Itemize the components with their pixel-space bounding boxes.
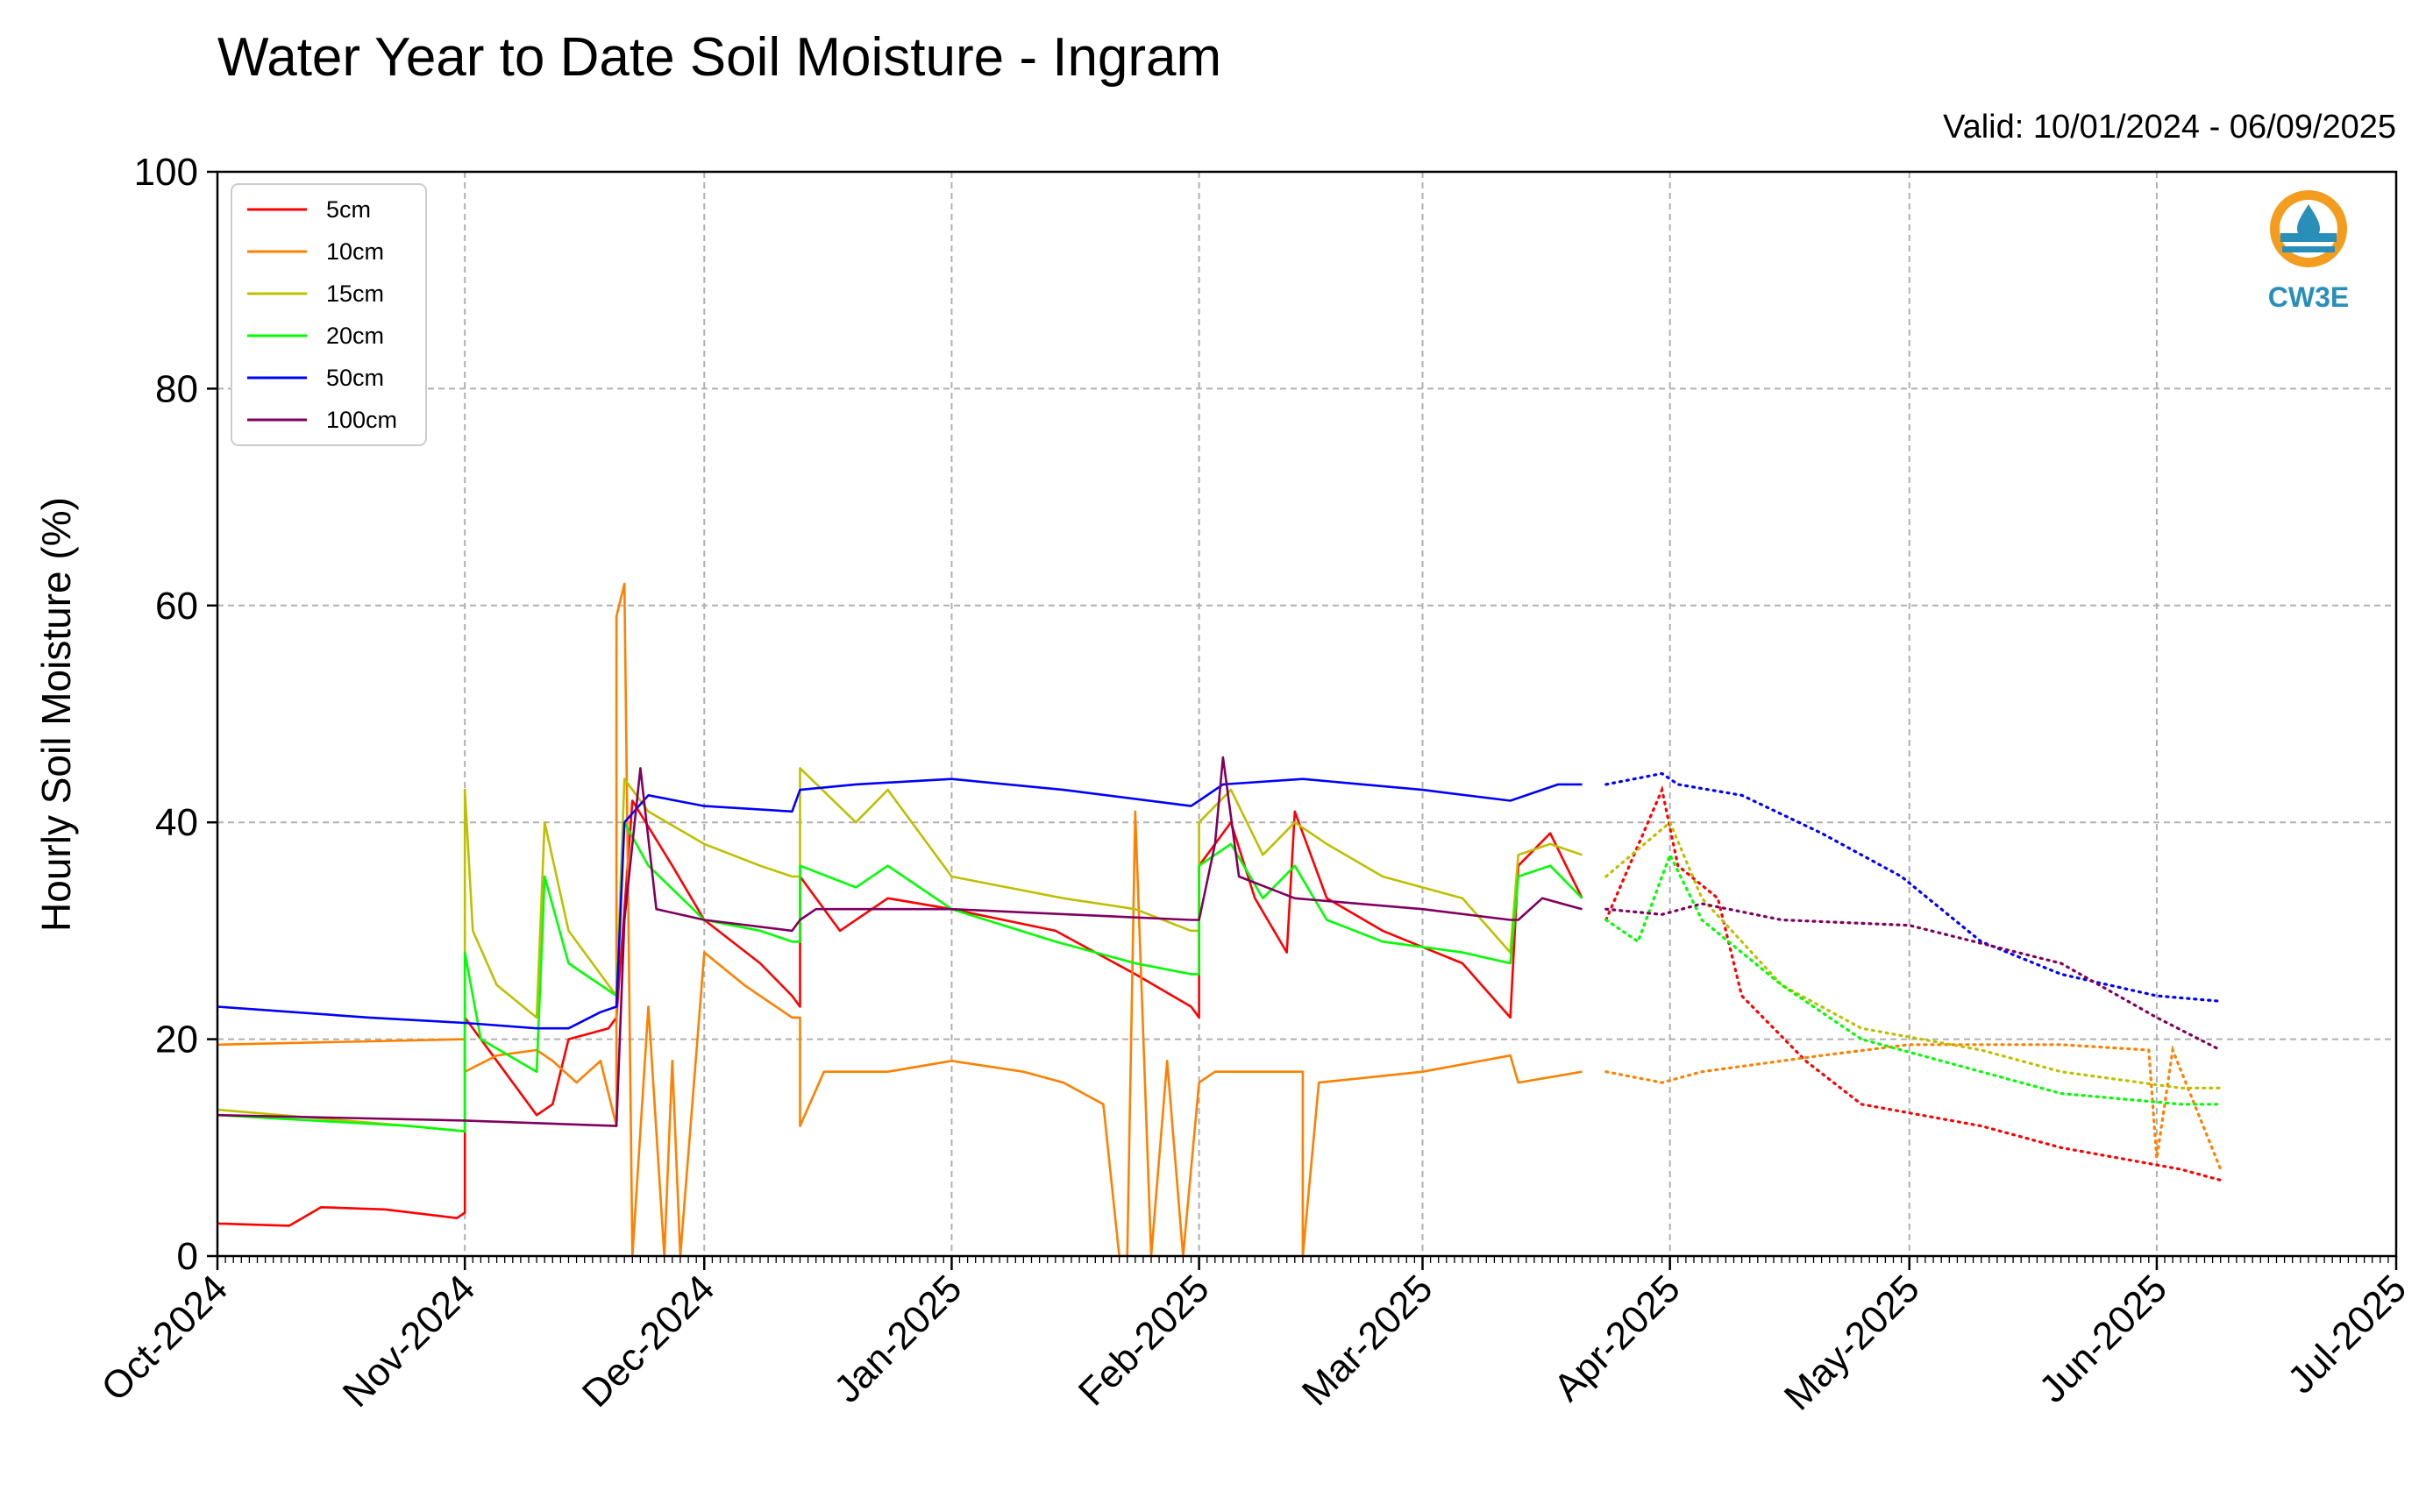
logo-drop-icon — [2297, 204, 2320, 240]
series-line-100cm — [217, 756, 1583, 1127]
series-dotted-15cm — [1604, 820, 2223, 1090]
x-tick-label: Mar-2025 — [1294, 1267, 1441, 1414]
x-tick-label: Apr-2025 — [1546, 1267, 1689, 1409]
legend-label-20cm: 20cm — [326, 323, 384, 349]
series-100cm — [217, 756, 2223, 1127]
valid-date-range: Valid: 10/01/2024 - 06/09/2025 — [1943, 109, 2396, 146]
x-tick-label: May-2025 — [1776, 1267, 1928, 1418]
chart-title: Water Year to Date Soil Moisture - Ingra… — [217, 27, 1222, 88]
series-line-20cm — [217, 820, 1583, 1132]
y-axis: 0 20 40 60 80 100 — [134, 151, 217, 1278]
series-line-10cm — [217, 582, 1583, 1256]
series-line-15cm — [217, 767, 1583, 1132]
y-tick-label: 100 — [134, 151, 198, 194]
y-axis-label: Hourly Soil Moisture (%) — [33, 497, 79, 932]
y-tick-label: 80 — [155, 367, 198, 410]
x-tick-label: Jun-2025 — [2031, 1267, 2175, 1410]
legend-label-10cm: 10cm — [326, 238, 384, 265]
legend-label-100cm: 100cm — [326, 407, 397, 433]
x-tick-label: Dec-2024 — [574, 1267, 723, 1416]
series-50cm — [217, 771, 2223, 1030]
series-dotted-50cm — [1604, 771, 2223, 1003]
legend-label-5cm: 5cm — [326, 196, 371, 223]
plot-frame — [216, 170, 2398, 1258]
x-axis: Oct-2024 Nov-2024 Dec-2024 Jan-2025 Feb-2025… — [93, 1256, 2415, 1418]
y-tick-label: 0 — [177, 1235, 198, 1278]
series-line-50cm — [217, 777, 1583, 1030]
series-dotted-20cm — [1604, 851, 2223, 1106]
logo-text: CW3E — [2268, 281, 2349, 313]
x-tick-label: Oct-2024 — [93, 1267, 236, 1409]
grid-lines — [217, 172, 2396, 1256]
legend: 5cm 10cm 15cm 20cm 50cm 100cm — [231, 183, 427, 446]
series-10cm — [217, 582, 2223, 1256]
series-layer — [217, 582, 2223, 1256]
legend-label-50cm: 50cm — [326, 365, 384, 391]
logo-wave-icon — [2280, 233, 2337, 252]
series-20cm — [217, 820, 2223, 1132]
series-line-5cm — [217, 799, 1583, 1227]
legend-box — [231, 183, 427, 446]
x-tick-label: Jul-2025 — [2280, 1267, 2415, 1402]
y-tick-label: 40 — [155, 801, 198, 844]
series-dotted-5cm — [1604, 784, 2223, 1182]
x-tick-label: Feb-2025 — [1071, 1267, 1218, 1414]
x-tick-label: Nov-2024 — [335, 1267, 484, 1416]
cw3e-logo: CW3E — [2268, 190, 2349, 313]
series-dotted-100cm — [1604, 902, 2223, 1052]
legend-label-15cm: 15cm — [326, 280, 384, 307]
series-15cm — [217, 767, 2223, 1132]
y-tick-label: 60 — [155, 585, 198, 628]
y-tick-label: 20 — [155, 1019, 198, 1061]
series-dotted-10cm — [1604, 1043, 2223, 1171]
x-tick-label: Jan-2025 — [826, 1267, 970, 1410]
series-5cm — [217, 784, 2223, 1227]
